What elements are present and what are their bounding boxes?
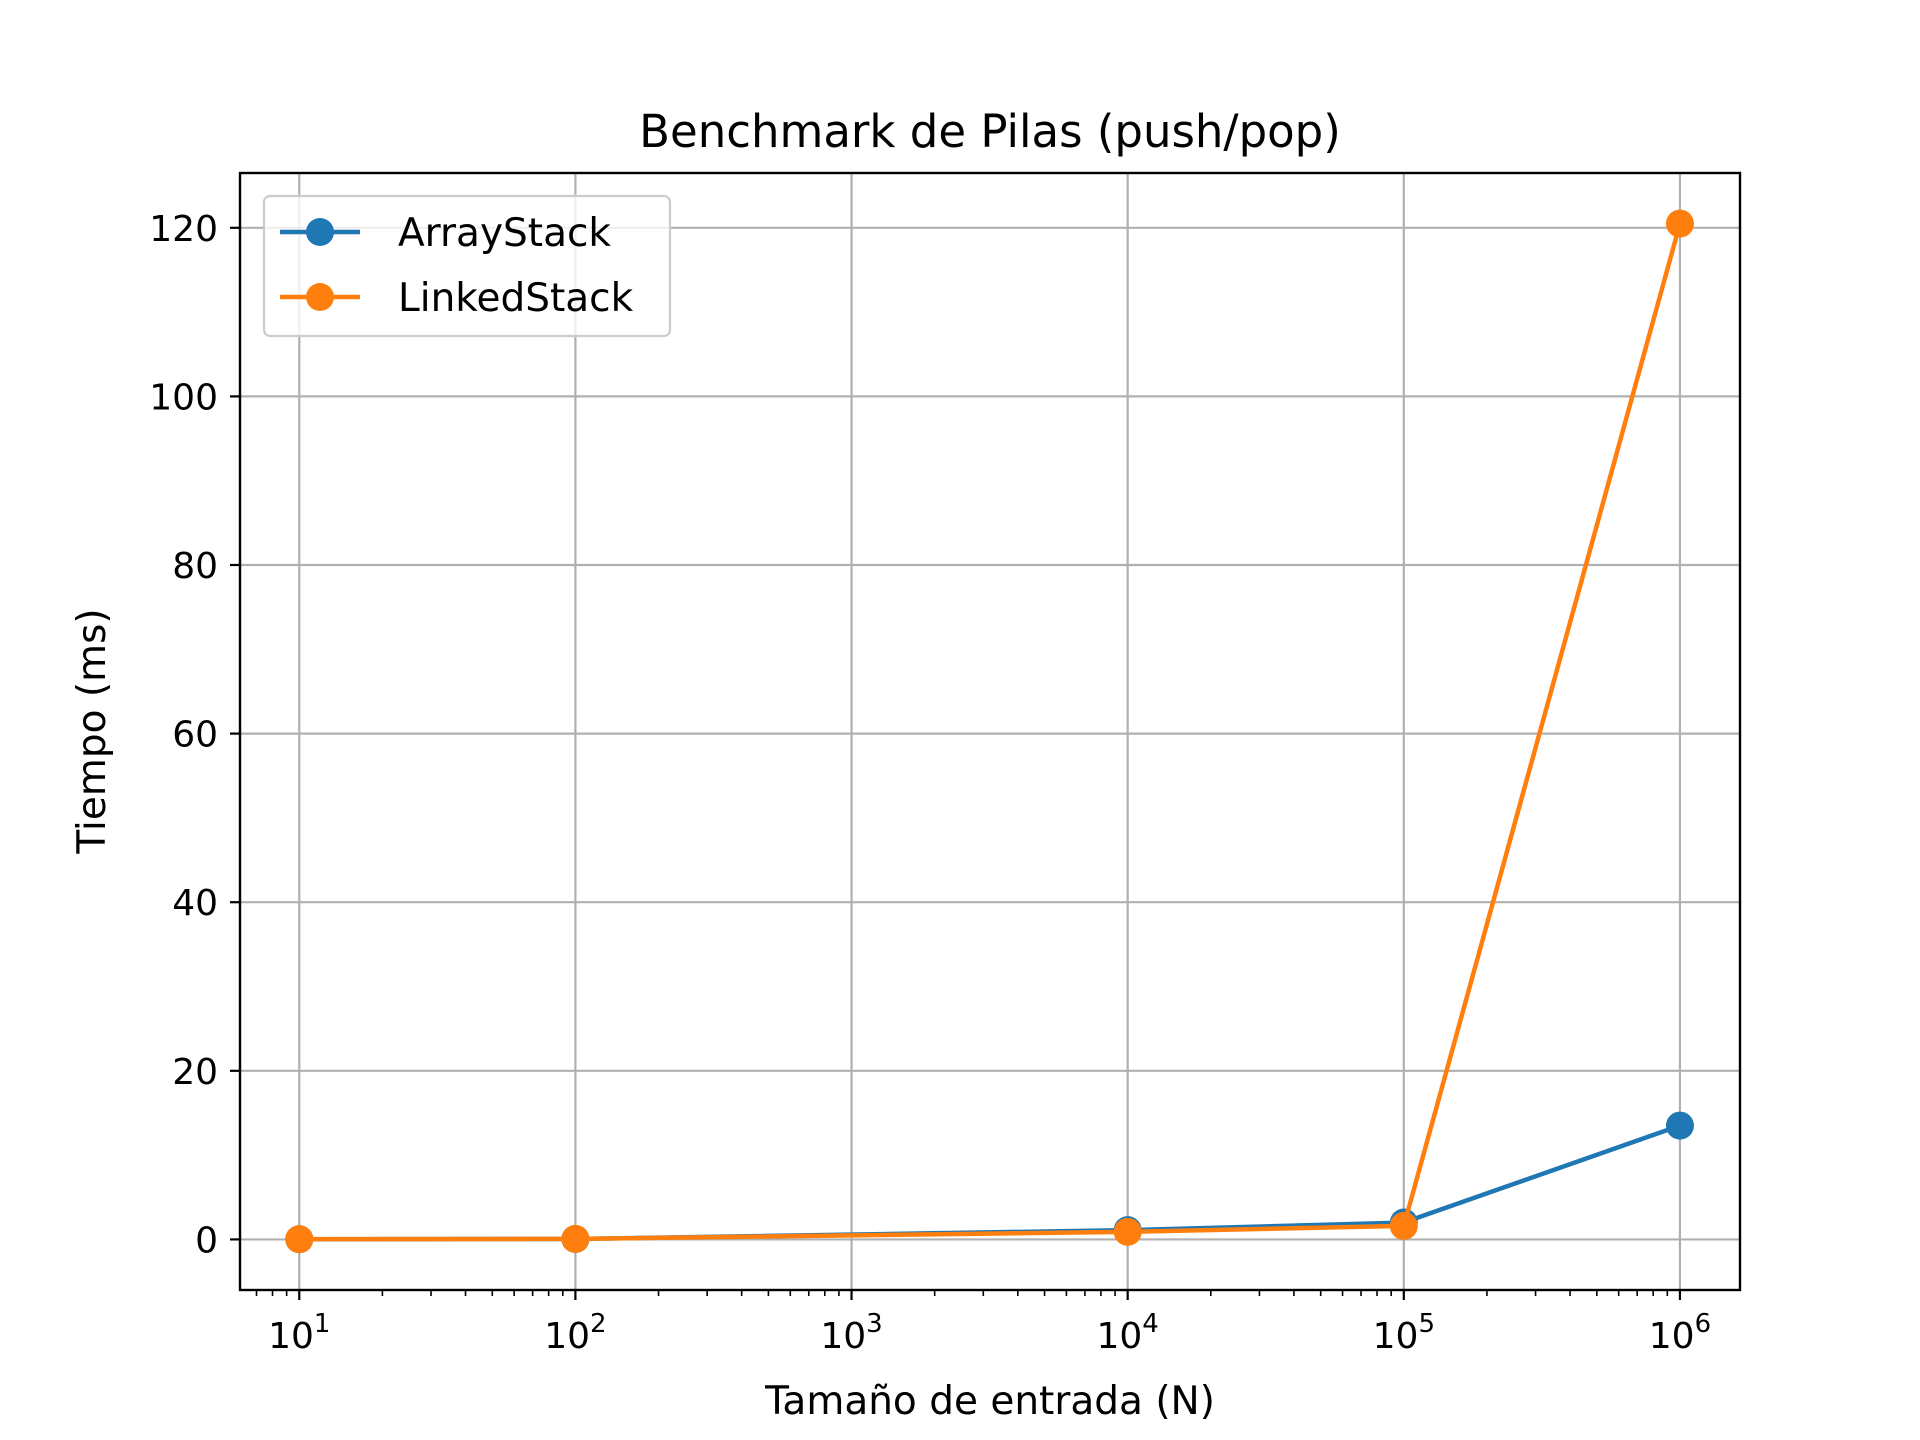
x-tick-label: 105 [1373,1309,1435,1357]
x-axis-title: Tamaño de entrada (N) [764,1379,1215,1424]
plot-frame [238,171,1742,1292]
data-point-linkedstack [1389,1211,1418,1240]
x-tick-label: 101 [268,1309,330,1357]
y-tick-label: 0 [195,1220,218,1261]
legend-label-arraystack: ArrayStack [398,211,611,256]
data-point-linkedstack [285,1225,314,1254]
legend-label-linkedstack: LinkedStack [398,276,634,321]
legend: ArrayStack LinkedStack [262,194,672,338]
chart-title: Benchmark de Pilas (push/pop) [639,105,1341,158]
y-tick-label: 40 [172,883,218,924]
data-point-arraystack [1665,1111,1694,1140]
grid [240,173,1740,1290]
data-point-linkedstack [561,1224,590,1253]
legend-marker-linkedstack [306,283,334,311]
legend-box [262,194,672,338]
x-tick-label: 106 [1649,1309,1711,1357]
y-tick-label: 80 [172,546,218,587]
data-point-linkedstack [1665,209,1694,238]
legend-marker-arraystack [306,218,334,246]
series-layer [285,209,1694,1254]
y-tick-label: 60 [172,715,218,756]
axis-ticks: 101 102 103 104 105 106 0 20 40 60 80 100 120 [149,209,1711,1357]
y-axis-title: Tiempo (ms) [70,608,115,854]
x-tick-label: 104 [1096,1309,1158,1357]
y-tick-label: 100 [149,377,218,418]
x-tick-label: 102 [544,1309,606,1357]
data-point-linkedstack [1113,1217,1142,1246]
x-tick-label: 103 [820,1309,882,1357]
y-tick-label: 120 [149,209,218,250]
y-tick-label: 20 [172,1052,218,1093]
